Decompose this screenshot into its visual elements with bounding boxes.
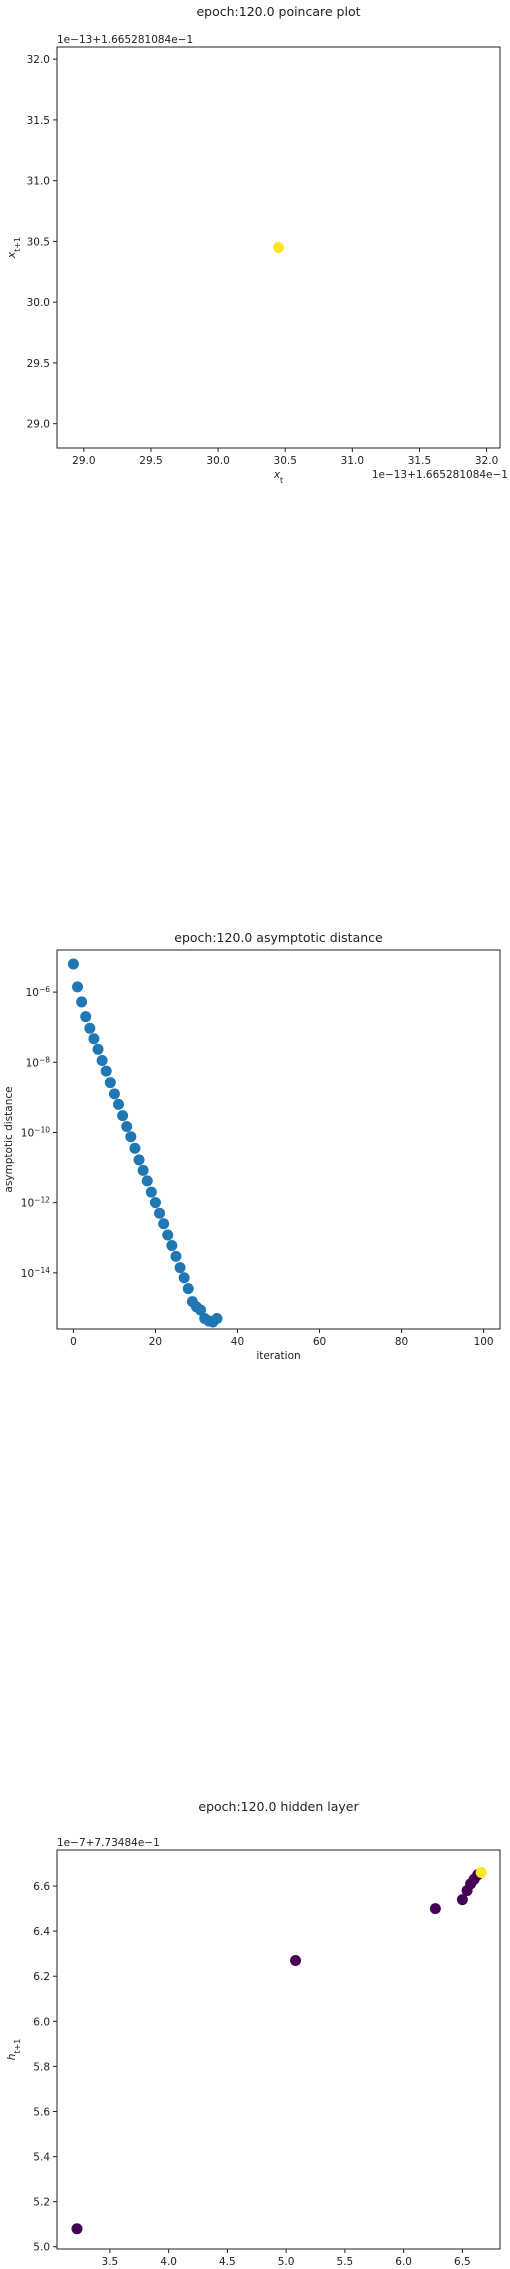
y-tick-label: 5.6	[33, 2106, 50, 2118]
data-point	[273, 242, 284, 253]
y-tick-label: 5.4	[33, 2152, 50, 2164]
y-tick-label: 30.5	[27, 236, 50, 248]
data-point	[113, 1098, 125, 1110]
chart-3: epoch:120.0 hidden layer 3.5 4.0 4.5 5.0 5.5 6…	[6, 1799, 501, 2268]
data-point	[129, 1142, 141, 1154]
y-tick-label: 5.8	[33, 2061, 50, 2073]
data-point	[211, 1312, 223, 1324]
x-tick-label: 31.0	[341, 455, 364, 467]
y-tick-label: 6.6	[33, 1881, 50, 1893]
x-tick-label: 80	[395, 1336, 408, 1348]
data-point	[76, 996, 88, 1008]
y-tick-label: 10−14	[21, 1265, 50, 1280]
data-point	[158, 1218, 170, 1230]
x-tick-label: 30.0	[206, 455, 229, 467]
y-offset-label: 1e−7+7.73484e−1	[57, 1837, 160, 1849]
chart-title: epoch:120.0 poincare plot	[196, 4, 360, 19]
data-point	[100, 1065, 112, 1077]
data-point	[137, 1164, 149, 1176]
x-tick-label: 40	[231, 1336, 244, 1348]
data-point	[71, 2223, 83, 2235]
y-tick-label: 10−12	[21, 1195, 50, 1210]
data-point	[182, 1283, 194, 1295]
x-tick-label: 5.5	[337, 2256, 354, 2268]
x-tick-label: 31.5	[408, 455, 431, 467]
data-point	[88, 1033, 100, 1045]
data-point	[92, 1043, 104, 1055]
plot-frame	[56, 1849, 501, 2250]
data-point	[456, 1894, 468, 1906]
x-tick-label: 100	[474, 1336, 494, 1348]
y-tick-label: 30.0	[27, 297, 50, 309]
data-point	[121, 1121, 133, 1133]
data-point	[195, 1304, 207, 1316]
x-tick-label: 29.5	[139, 455, 162, 467]
data-point	[80, 1011, 92, 1023]
data-point	[166, 1239, 178, 1251]
x-tick-label: 4.0	[160, 2256, 177, 2268]
x-tick-label: 5.0	[278, 2256, 295, 2268]
plot-frame	[56, 949, 501, 1330]
data-point	[72, 981, 84, 993]
data-point	[108, 1088, 120, 1100]
y-offset-label: 1e−13+1.665281084e−1	[57, 34, 193, 46]
data-point	[141, 1175, 153, 1187]
x-tick-label: 60	[313, 1336, 326, 1348]
x-tick-label: 4.5	[219, 2256, 236, 2268]
data-point	[84, 1022, 96, 1034]
data-point	[162, 1229, 174, 1241]
data-point	[67, 958, 79, 970]
data-point	[178, 1272, 190, 1284]
y-tick-label: 31.0	[27, 176, 50, 188]
x-tick-label: 6.5	[454, 2256, 471, 2268]
y-axis-label: ht+1	[6, 2039, 22, 2061]
x-tick-label: 32.0	[475, 455, 498, 467]
chart-2: epoch:120.0 asymptotic distance 0 20 40 60 80…	[3, 930, 501, 1362]
chart-1: epoch:120.0 poincare plot 29.0 29.5 30.0 30.…	[6, 4, 508, 485]
data-point	[290, 1954, 302, 1966]
data-point	[154, 1207, 166, 1219]
y-tick-label: 6.4	[33, 1926, 50, 1938]
y-axis-label: xt+1	[6, 237, 22, 259]
x-axis-label: xt	[273, 469, 283, 485]
x-tick-label: 6.0	[395, 2256, 412, 2268]
data-point	[133, 1154, 145, 1166]
data-point	[429, 1903, 441, 1915]
y-tick-label: 32.0	[27, 54, 50, 66]
x-tick-label: 0	[70, 1336, 77, 1348]
y-tick-label: 10−10	[21, 1125, 50, 1140]
data-point	[475, 1867, 487, 1879]
data-point	[104, 1077, 116, 1089]
x-offset-label: 1e−13+1.665281084e−1	[372, 469, 508, 481]
data-point	[96, 1055, 108, 1067]
data-point	[125, 1131, 137, 1143]
chart-title: epoch:120.0 asymptotic distance	[174, 930, 383, 945]
x-tick-label: 30.5	[274, 455, 297, 467]
plot-frame	[56, 46, 501, 449]
y-tick-label: 29.0	[27, 419, 50, 431]
chart-title: epoch:120.0 hidden layer	[198, 1799, 359, 1814]
x-axis-label: iteration	[256, 1350, 300, 1362]
x-tick-label: 29.0	[72, 455, 95, 467]
y-axis-label: asymptotic distance	[3, 1086, 15, 1192]
data-point	[117, 1110, 129, 1122]
x-tick-label: 3.5	[102, 2256, 119, 2268]
y-tick-label: 5.2	[33, 2197, 50, 2209]
data-point	[149, 1197, 161, 1209]
y-tick-label: 5.0	[33, 2242, 50, 2254]
data-point	[145, 1186, 157, 1198]
data-point	[170, 1250, 182, 1262]
y-tick-label: 29.5	[27, 358, 50, 370]
y-tick-label: 10−6	[26, 985, 51, 1000]
y-tick-label: 6.2	[33, 1971, 50, 1983]
y-tick-label: 31.5	[27, 115, 50, 127]
x-tick-label: 20	[149, 1336, 162, 1348]
y-tick-label: 10−8	[26, 1055, 51, 1070]
data-point	[174, 1262, 186, 1274]
y-tick-label: 6.0	[33, 2016, 50, 2028]
